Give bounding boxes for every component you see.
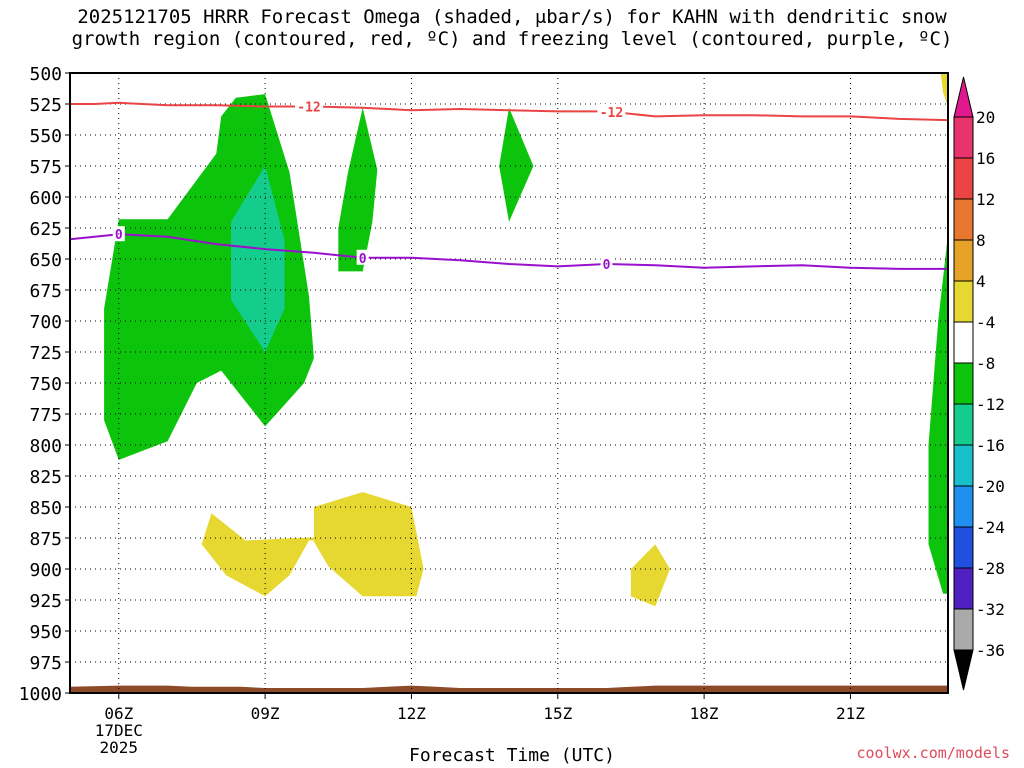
y-axis-ticks: 500 525 550 575 600 625 650 675 700 725 750 775 800 8… [19,64,70,705]
y-tick-label: 525 [29,95,62,116]
omega-region-3 [499,107,534,222]
x-axis-label: Forecast Time (UTC) [409,745,615,766]
colorbar-label: 16 [976,149,995,168]
colorbar-swatch-last [953,608,974,651]
omega-shading [104,73,948,607]
contour--12-line [70,101,948,122]
colorbar-swatch [953,567,974,610]
colorbar-swatch [953,485,974,528]
y-tick-label: 750 [29,374,62,395]
y-tick-label: 625 [29,219,62,240]
omega-region-4 [928,234,948,594]
colorbar-top-arrow [953,76,974,118]
colorbar-label: 4 [976,272,986,291]
grid-lines [70,73,948,693]
colorbar-swatch [953,444,974,487]
colorbar: 20 16 12 8 4 -4 -8 -12 -16 -20 -24 -28 -32 -36 [953,76,1005,691]
contour-label--12: -12 [297,100,320,115]
x-tick-label: 21Z [836,704,865,723]
contour-label-0: 0 [115,228,123,243]
y-tick-label: 875 [29,529,62,550]
colorbar-label: -28 [976,559,1005,578]
omega-region-7 [313,492,424,597]
x-tick-label: 18Z [690,704,719,723]
colorbar-label: 20 [976,108,995,127]
colorbar-label: 8 [976,231,986,250]
title-line-1: 2025121705 HRRR Forecast Omega (shaded, … [77,6,947,28]
y-tick-label: 550 [29,126,62,147]
y-tick-label: 650 [29,250,62,271]
y-tick-label: 975 [29,653,62,674]
terrain-fill [70,685,948,693]
omega-region-1 [231,166,285,352]
contour-0-line [70,233,948,270]
credit-link[interactable]: coolwx.com/models [856,744,1010,762]
y-tick-label: 950 [29,622,62,643]
omega-region-2 [338,107,378,272]
x-tick-label: 12Z [397,704,426,723]
x-tick-label: 15Z [543,704,572,723]
x-tick-date: 17DEC [95,721,143,740]
colorbar-label: -12 [976,395,1005,414]
y-tick-label: 825 [29,467,62,488]
title-line-2: growth region (contoured, red, ºC) and f… [71,28,953,50]
contour-label-bg [597,103,626,119]
contour-label-bg [600,255,613,271]
colorbar-label: -4 [976,313,995,332]
colorbar-swatch [953,198,974,241]
contour-lines: -12 -12 0 0 0 [70,98,948,273]
y-tick-label: 1000 [19,684,62,705]
colorbar-swatch [953,526,974,569]
colorbar-label: -8 [976,354,995,373]
chart-title: 2025121705 HRRR Forecast Omega (shaded, … [0,6,1024,50]
y-tick-label: 850 [29,498,62,519]
contour-label-0: 0 [603,258,611,273]
y-tick-label: 900 [29,560,62,581]
contour-label-bg [112,226,125,242]
colorbar-label: -24 [976,518,1005,537]
colorbar-label: -16 [976,436,1005,455]
y-tick-label: 575 [29,157,62,178]
colorbar-swatch [953,157,974,200]
omega-region-5 [940,73,948,107]
y-tick-label: 675 [29,281,62,302]
colorbar-swatch [953,362,974,405]
x-tick-year: 2025 [100,738,139,757]
omega-region-6 [201,513,353,597]
contour-label-0: 0 [359,252,367,267]
colorbar-label: -20 [976,477,1005,496]
colorbar-swatch [953,321,974,364]
x-tick-label: 09Z [251,704,280,723]
y-tick-label: 725 [29,343,62,364]
contour-label--12: -12 [600,106,623,121]
contour-label-bg [295,98,324,114]
colorbar-swatch [953,239,974,282]
y-tick-label: 925 [29,591,62,612]
colorbar-swatch [953,403,974,446]
colorbar-bottom-arrow [953,649,974,691]
y-tick-label: 700 [29,312,62,333]
colorbar-label: -32 [976,600,1005,619]
colorbar-label: 12 [976,190,995,209]
colorbar-label: -36 [976,641,1005,660]
y-tick-label: 600 [29,188,62,209]
terrain-layer [70,685,948,693]
omega-region-8 [630,544,670,607]
y-tick-label: 800 [29,436,62,457]
colorbar-swatch [953,280,974,323]
x-tick-label: 06Z [104,704,133,723]
contour-label-bg [356,249,369,265]
colorbar-swatch [953,116,974,159]
y-tick-label: 775 [29,405,62,426]
y-tick-label: 500 [29,64,62,85]
